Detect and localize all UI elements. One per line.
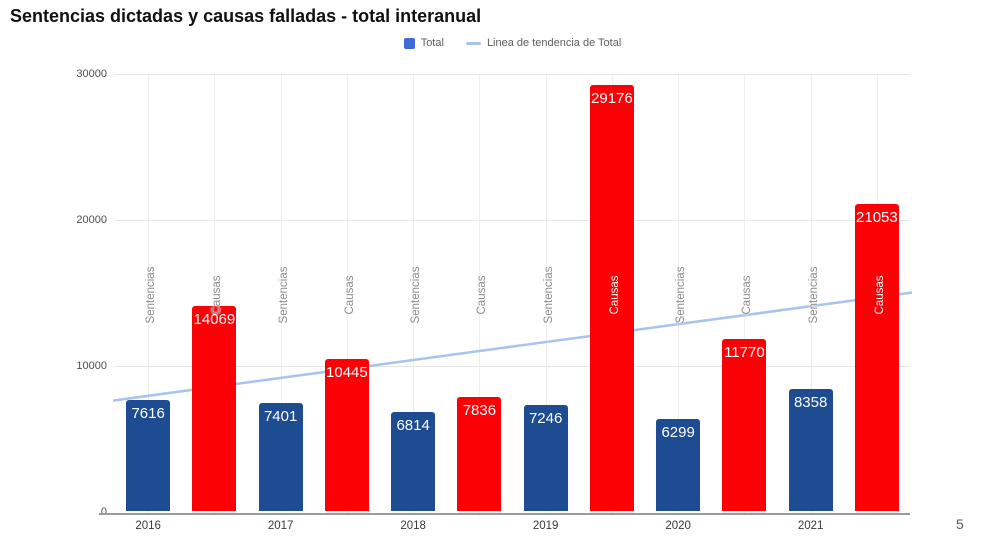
bar-sentencias-2020: [656, 419, 701, 511]
bar-causas-2020: [722, 339, 767, 511]
bar-causas-2021: [854, 203, 899, 511]
page-number: 5: [956, 516, 964, 532]
bar-sentencias-2019: [523, 405, 568, 511]
gridline-x-10: [810, 75, 812, 513]
gridline-y-30000: [115, 74, 910, 75]
value-label-sentencias-2020: 6299: [661, 424, 695, 442]
value-label-sentencias-2016: 7616: [131, 404, 165, 422]
axis-label-causas-2021: Causas: [873, 275, 886, 315]
x-axis-year-2017: 2017: [267, 520, 294, 532]
bar-sentencias-2021: [788, 388, 833, 511]
value-label-causas-2021: 21053: [856, 208, 898, 226]
axis-label-causas-2017: Causas: [343, 275, 356, 315]
x-axis-year-2020: 2020: [665, 520, 691, 532]
gridline-x-3: [346, 75, 348, 513]
gridline-y-20000: [115, 220, 910, 221]
value-label-causas-2020: 11770: [724, 344, 765, 362]
axis-label-causas-2018: Causas: [476, 275, 489, 315]
x-axis-year-2021: 2021: [797, 520, 824, 532]
bar-sentencias-2016: [126, 399, 171, 511]
axis-label-sentencias-2017: Sentencias: [277, 266, 290, 324]
value-label-causas-2019: 29176: [591, 90, 633, 108]
axis-label-causas-2016: Causas: [211, 275, 224, 315]
gridline-x-6: [545, 75, 547, 513]
legend-total-swatch-icon: [403, 37, 415, 49]
value-label-sentencias-2017: 7401: [263, 407, 298, 425]
value-label-sentencias-2021: 8358: [793, 393, 828, 411]
gridline-x-5: [479, 75, 481, 513]
axis-label-sentencias-2018: Sentencias: [410, 266, 423, 324]
x-axis-year-2019: 2019: [532, 520, 559, 532]
gridline-x-1: [214, 75, 216, 513]
y-axis-tick-20000: 20000: [76, 214, 107, 226]
chart-title: Sentencias dictadas y causas falladas - …: [10, 6, 482, 26]
bar-causas-2017: [324, 358, 369, 511]
value-label-causas-2018: 7836: [462, 401, 497, 419]
axis-label-sentencias-2021: Sentencias: [807, 266, 820, 324]
legend-trendline-swatch-icon: [465, 41, 481, 45]
y-axis-tick-10000: 10000: [76, 360, 107, 372]
gridline-x-4: [413, 75, 415, 513]
axis-label-sentencias-2020: Sentencias: [675, 266, 688, 324]
x-axis-line: [99, 513, 910, 515]
axis-label-causas-2020: Causas: [741, 275, 754, 315]
legend-trendline-label: Linea de tendencia de Total: [486, 37, 622, 49]
y-axis-tick-30000: 30000: [76, 68, 107, 80]
value-label-sentencias-2019: 7246: [528, 410, 563, 428]
gridline-x-8: [678, 75, 680, 513]
trend-line: [112, 291, 913, 402]
bar-sentencias-2018: [391, 411, 436, 511]
gridline-x-0: [148, 75, 150, 513]
gridline-y-10000: [115, 366, 910, 367]
y-axis-tick-0: 0: [100, 506, 107, 518]
value-label-causas-2016: 14069: [193, 310, 236, 328]
bar-causas-2016: [192, 305, 237, 511]
legend-total-label: Total: [420, 37, 444, 49]
bar-causas-2018: [457, 396, 502, 511]
bar-causas-2019: [589, 85, 634, 511]
value-label-causas-2017: 10445: [326, 363, 368, 381]
value-label-sentencias-2018: 6814: [396, 416, 430, 434]
x-axis-year-2018: 2018: [400, 520, 426, 532]
chart-legend: Total Linea de tendencia de Total: [115, 35, 910, 51]
axis-label-causas-2019: Causas: [608, 275, 621, 315]
gridline-x-2: [280, 75, 282, 513]
axis-label-sentencias-2016: Sentencias: [145, 266, 158, 324]
x-axis-year-2016: 2016: [135, 520, 161, 532]
axis-label-sentencias-2019: Sentencias: [542, 266, 555, 324]
plot-area: 0 10000 20000 30000 7616 14069 7401 10445 6814 78…: [76, 68, 913, 532]
gridline-x-9: [744, 75, 746, 513]
bar-sentencias-2017: [258, 402, 303, 511]
